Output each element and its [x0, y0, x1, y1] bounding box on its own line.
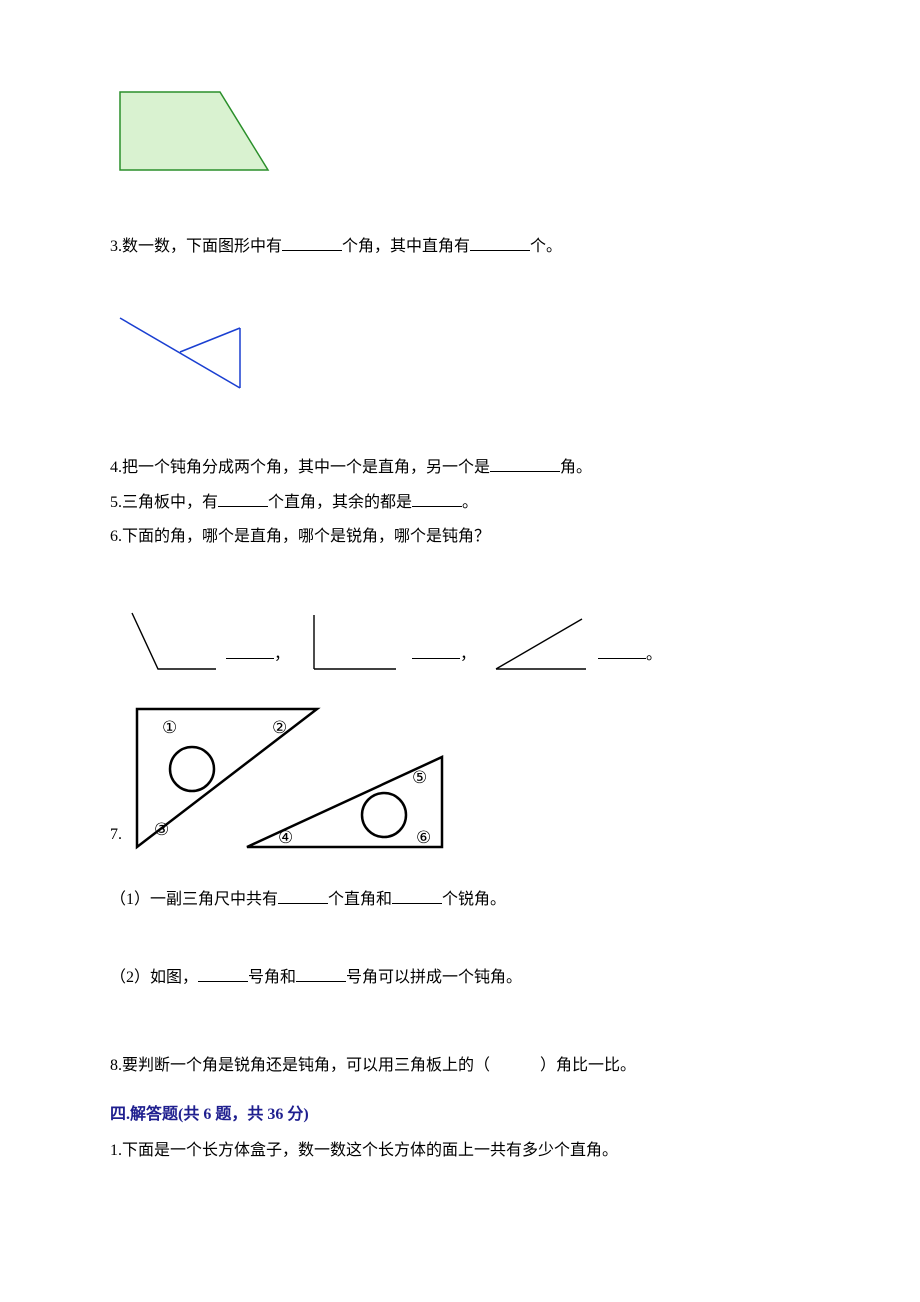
- q6-angles-row: ，，。: [110, 607, 810, 677]
- q4-post: 角。: [560, 459, 592, 476]
- s4-q1-text: 1.下面是一个长方体盒子，数一数这个长方体的面上一共有多少个直角。: [110, 1142, 618, 1159]
- q7-line: 7. ① ② ③ ④ ⑤ ⑥: [110, 697, 810, 857]
- svg-text:④: ④: [278, 828, 293, 847]
- q8-pre: 8.要判断一个角是锐角还是钝角，可以用三角板上的（: [110, 1057, 490, 1074]
- q3-blank2: [470, 235, 530, 251]
- q3-svg: [110, 310, 260, 400]
- q5-blank2: [412, 491, 462, 507]
- q7-sub2-post: 号角可以拼成一个钝角。: [346, 969, 522, 986]
- q3-pre: 3.数一数，下面图形中有: [110, 238, 282, 255]
- q6-text: 6.下面的角，哪个是直角，哪个是锐角，哪个是钝角？: [110, 528, 490, 545]
- q3-line: 3.数一数，下面图形中有 个角，其中直角有 个。: [110, 232, 810, 262]
- pentagon-svg: [110, 84, 280, 179]
- q7-sub1-blank1: [278, 888, 328, 904]
- q8-line: 8.要判断一个角是锐角还是钝角，可以用三角板上的（ ）角比一比。: [110, 1051, 810, 1081]
- q5-blank1: [218, 491, 268, 507]
- s4-q1-line: 1.下面是一个长方体盒子，数一数这个长方体的面上一共有多少个直角。: [110, 1136, 810, 1166]
- q4-blank: [490, 456, 560, 472]
- svg-text:③: ③: [154, 820, 169, 839]
- q5-mid: 个直角，其余的都是: [268, 494, 412, 511]
- q7-prefix: 7.: [110, 820, 122, 856]
- q4-pre: 4.把一个钝角分成两个角，其中一个是直角，另一个是: [110, 459, 490, 476]
- q7-sub1: （1）一副三角尺中共有 个直角和 个锐角。: [110, 885, 810, 915]
- q3-mid: 个角，其中直角有: [342, 238, 470, 255]
- figure-q3: [110, 310, 810, 405]
- figure-pentagon: [110, 84, 810, 184]
- q7-sub2-pre: （2）如图，: [110, 969, 198, 986]
- q7-sub2-mid: 号角和: [248, 969, 296, 986]
- q5-line: 5.三角板中，有 个直角，其余的都是 。: [110, 488, 810, 518]
- svg-text:⑤: ⑤: [412, 768, 427, 787]
- q7-sub2-blank2: [296, 966, 346, 982]
- section4-title-text: 四.解答题(共 6 题，共 36 分): [110, 1106, 309, 1123]
- q7-sub1-mid: 个直角和: [328, 891, 392, 908]
- q7-sub1-post: 个锐角。: [442, 891, 506, 908]
- page: 3.数一数，下面图形中有 个角，其中直角有 个。 4.把一个钝角分成两个角，其中一个…: [0, 0, 920, 1230]
- q7-sub1-blank2: [392, 888, 442, 904]
- q5-pre: 5.三角板中，有: [110, 494, 218, 511]
- q7-svg: ① ② ③ ④ ⑤ ⑥: [122, 697, 462, 857]
- svg-text:⑥: ⑥: [416, 828, 431, 847]
- svg-text:①: ①: [162, 718, 177, 737]
- q3-post: 个。: [530, 238, 562, 255]
- q4-line: 4.把一个钝角分成两个角，其中一个是直角，另一个是 角。: [110, 453, 810, 483]
- svg-text:②: ②: [272, 718, 287, 737]
- section4-title: 四.解答题(共 6 题，共 36 分): [110, 1100, 810, 1124]
- q8-post: ）角比一比。: [540, 1057, 636, 1074]
- q7-sub2: （2）如图， 号角和 号角可以拼成一个钝角。: [110, 963, 810, 993]
- q7-sub2-blank1: [198, 966, 248, 982]
- q3-blank1: [282, 235, 342, 251]
- q5-post: 。: [462, 494, 478, 511]
- q7-sub1-pre: （1）一副三角尺中共有: [110, 891, 278, 908]
- q6-line: 6.下面的角，哪个是直角，哪个是锐角，哪个是钝角？: [110, 522, 810, 552]
